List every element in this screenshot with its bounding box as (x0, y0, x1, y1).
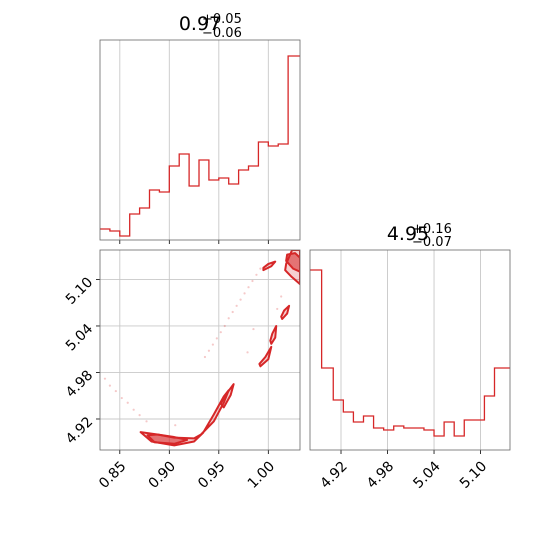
scatter-point (211, 343, 214, 346)
contour-plot-area (100, 250, 300, 450)
hist-y-title-value: 4.95 (387, 223, 429, 245)
hist-y-plot-area (310, 250, 510, 450)
scatter-point (255, 273, 258, 276)
contour-y-tick-label: 4.92 (63, 414, 96, 447)
scatter-point (108, 384, 112, 387)
contour-outer-region (280, 304, 291, 320)
scatter-point (247, 286, 250, 289)
hist-x-title-value: 0.97 (179, 13, 221, 35)
contour-y-tick-labels: 4.92 4.98 5.04 5.10 (63, 274, 96, 447)
scatter-point (103, 377, 107, 380)
scatter-point (203, 355, 207, 359)
hist-x-frame (99, 39, 301, 241)
hist-y-frame (309, 249, 511, 451)
scatter-point (138, 414, 141, 417)
scatter-point (243, 292, 246, 295)
scatter-point (239, 298, 242, 301)
hist-y-title-sub: −0.07 (412, 235, 452, 250)
scatter-point (145, 420, 148, 423)
scatter-point (227, 317, 230, 320)
contour-y-tick-label: 5.04 (63, 321, 96, 354)
hist-y-panel (309, 249, 511, 454)
contour-x-tick-label: 0.90 (146, 458, 179, 491)
hist-y-x-tick-label: 4.98 (364, 458, 397, 491)
scatter-point (246, 351, 249, 354)
scatter-point (251, 279, 254, 283)
contour-outer-region (262, 260, 277, 272)
scatter-point (207, 349, 211, 352)
contour-inner-region (285, 252, 300, 273)
scatter-point (276, 307, 279, 311)
scatter-point (252, 327, 255, 331)
contour-scatter-points (103, 267, 283, 427)
hist-x-title-sub: −0.06 (202, 26, 242, 41)
hist-x-step-line (100, 55, 300, 237)
hist-y-step-line (310, 269, 510, 437)
scatter-point (259, 267, 262, 270)
hist-y-x-tick-label: 5.10 (457, 458, 490, 491)
contour-inner-region (146, 433, 189, 445)
hist-y-x-tick-label: 5.04 (410, 458, 443, 491)
hist-y-x-tick-labels: 4.92 4.98 5.04 5.10 (317, 458, 490, 491)
contour-outer-region (219, 383, 235, 409)
contour-y-tick-label: 5.10 (63, 274, 96, 307)
contour-y-tick-label: 4.98 (63, 367, 96, 400)
hist-x-title: 0.97 (179, 13, 221, 35)
scatter-point (114, 389, 117, 393)
contour-x-tick-labels: 0.85 0.90 0.95 1.00 (96, 458, 278, 491)
scatter-point (215, 337, 218, 340)
contour-x-tick-label: 1.00 (245, 458, 278, 491)
hist-x-ticks (119, 240, 269, 244)
hist-x-plot-area (100, 40, 300, 240)
scatter-point (120, 396, 123, 400)
hist-x-grid (119, 40, 269, 240)
hist-y-title-sup: +0.16 (412, 222, 452, 237)
contour-ticks (96, 279, 269, 454)
contour-grid (100, 250, 300, 450)
hist-x-panel (99, 39, 301, 244)
scatter-point (235, 304, 238, 307)
hist-y-grid (340, 250, 481, 450)
scatter-point (132, 408, 135, 411)
scatter-point (231, 310, 234, 314)
contour-x-tick-label: 0.85 (96, 458, 129, 491)
scatter-point (223, 324, 226, 328)
scatter-point (280, 295, 283, 298)
contour-outer-region (269, 324, 278, 345)
contour-x-tick-label: 0.95 (195, 458, 228, 491)
hist-y-title: 4.95 (387, 223, 429, 245)
contour-panel (96, 249, 301, 454)
contour-outer-region (258, 345, 273, 368)
contour-frame (99, 249, 301, 451)
hist-y-x-tick-label: 4.92 (317, 458, 350, 491)
scatter-point (219, 331, 222, 334)
hist-x-title-sup: +0.05 (202, 12, 242, 27)
scatter-point (174, 424, 177, 427)
contour-regions (139, 250, 300, 447)
hist-y-ticks (340, 450, 481, 454)
scatter-point (126, 401, 129, 404)
